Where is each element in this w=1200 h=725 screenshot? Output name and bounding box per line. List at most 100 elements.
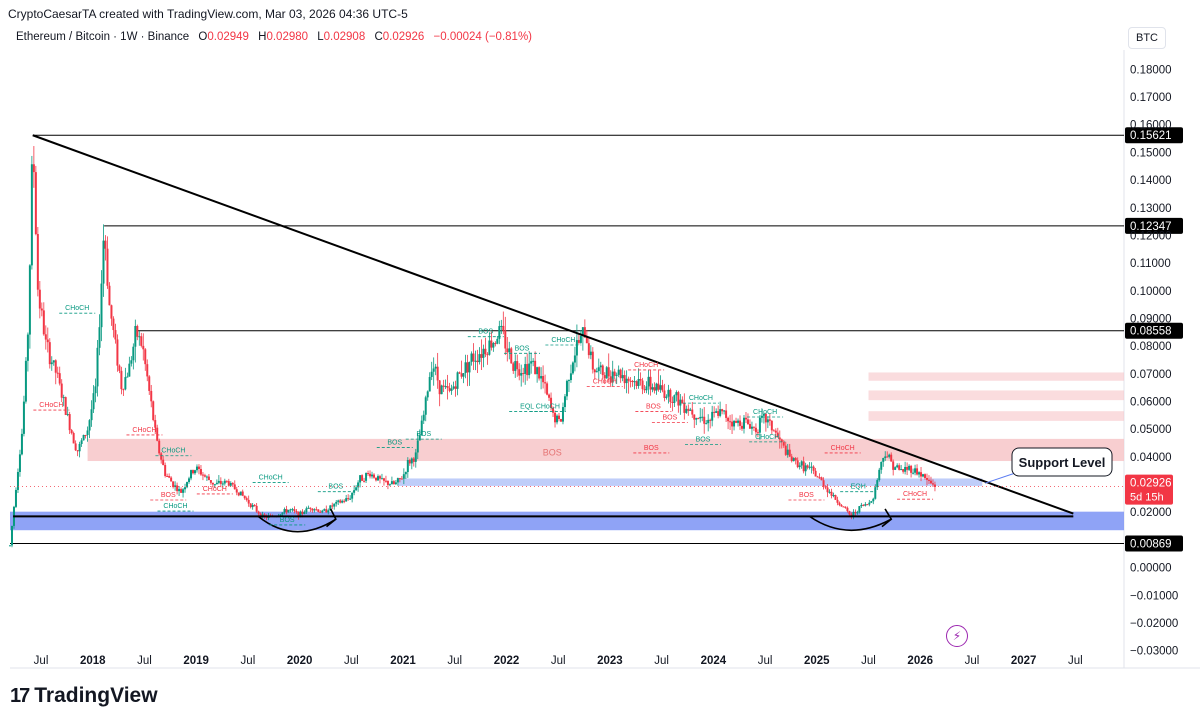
candle-body <box>72 433 75 444</box>
candle-body <box>420 420 423 436</box>
candle-body <box>536 367 539 375</box>
candle-body <box>667 389 670 397</box>
candle-body <box>548 394 551 398</box>
candle-body <box>446 386 449 388</box>
candle-body <box>426 391 429 398</box>
structure-label: BOS <box>646 403 661 410</box>
candle-body <box>707 419 710 424</box>
structure-label: CHoCH <box>831 445 855 452</box>
candle-body <box>587 343 590 356</box>
candle-body <box>595 371 598 373</box>
structure-label: BOS <box>799 492 814 499</box>
candle-body <box>341 500 344 503</box>
candle-body <box>681 399 684 404</box>
candle-body <box>371 474 374 477</box>
close-label: C <box>374 31 383 43</box>
key-level-tag <box>1125 127 1183 144</box>
y-axis-tick-label: 0.10000 <box>1130 286 1172 298</box>
candle-body <box>311 508 314 511</box>
currency-selector[interactable]: BTC <box>1128 27 1166 49</box>
candle-body <box>305 508 308 513</box>
candle-body <box>347 498 350 500</box>
structure-label: BOS <box>696 437 711 444</box>
y-axis-tick-label: 0.15000 <box>1130 147 1172 159</box>
candle-body <box>98 327 101 348</box>
candle-body <box>824 486 827 488</box>
candle-body <box>705 423 708 425</box>
candle-body <box>440 385 443 395</box>
candle-body <box>601 365 604 376</box>
candle-body <box>396 478 399 483</box>
candle-body <box>94 386 97 394</box>
candle-body <box>184 487 187 490</box>
candle-body <box>550 397 553 409</box>
candle-body <box>752 426 755 428</box>
candle-body <box>538 367 541 379</box>
candle-body <box>589 351 592 356</box>
key-level-tag <box>1125 535 1183 552</box>
candle-body <box>484 348 487 355</box>
candle-body <box>235 489 238 493</box>
candle-body <box>890 454 893 462</box>
x-axis-tick-label: 2023 <box>597 655 623 667</box>
candle-body <box>490 340 493 348</box>
candle-body <box>337 500 340 502</box>
candle-body <box>331 505 334 507</box>
lightning-icon[interactable]: ⚡ <box>946 625 968 647</box>
tradingview-logo: 17 TradingView <box>10 684 158 708</box>
candle-body <box>60 383 63 398</box>
candle-body <box>742 417 745 429</box>
candle-body <box>697 418 700 420</box>
candle-body <box>816 476 819 478</box>
candle-body <box>528 363 531 376</box>
candle-body <box>916 468 919 475</box>
candle-body <box>176 485 179 492</box>
candle-body <box>591 351 594 370</box>
support-level-label: Support Level <box>1019 455 1106 470</box>
candle-body <box>892 461 895 470</box>
resistance-zone <box>868 411 1124 421</box>
candle-body <box>64 397 67 415</box>
candle-body <box>66 414 69 416</box>
candle-body <box>655 383 658 391</box>
candle-body <box>764 413 767 423</box>
x-axis-tick-label: 2020 <box>287 655 313 667</box>
candle-body <box>808 466 811 468</box>
candle-body <box>772 430 775 432</box>
y-axis-tick-label: 0.16000 <box>1130 120 1172 132</box>
candle-body <box>762 413 765 416</box>
support-zone <box>10 511 1124 531</box>
candle-body <box>657 383 660 390</box>
descending-trendline <box>32 134 1074 515</box>
candles-group <box>9 146 936 548</box>
candle-body <box>492 343 495 348</box>
candle-body <box>498 326 501 339</box>
candle-body <box>522 373 525 375</box>
candle-body <box>711 411 714 421</box>
candle-body <box>689 409 692 411</box>
structure-label: CHoCH <box>689 395 713 402</box>
symbol-name[interactable]: Ethereum / Bitcoin · 1W · Binance <box>16 31 190 43</box>
candle-body <box>563 396 566 408</box>
candle-body <box>146 364 149 377</box>
candle-body <box>160 453 163 460</box>
low-label: L <box>317 31 324 43</box>
candle-body <box>239 491 242 496</box>
candle-body <box>470 353 473 362</box>
candle-body <box>195 466 198 471</box>
y-axis-tick-label: 0.08000 <box>1130 341 1172 353</box>
key-level-tag <box>1125 322 1183 339</box>
candle-body <box>661 385 664 391</box>
candle-body <box>221 483 224 485</box>
candle-body <box>106 248 109 286</box>
candle-body <box>380 478 383 480</box>
candle-body <box>243 495 246 499</box>
candle-body <box>388 484 391 486</box>
candle-body <box>450 388 453 391</box>
y-axis-tick-label: −0.02000 <box>1130 618 1178 630</box>
candle-body <box>904 466 907 472</box>
candle-body <box>307 507 310 509</box>
candle-body <box>723 410 726 412</box>
candle-body <box>452 386 455 389</box>
